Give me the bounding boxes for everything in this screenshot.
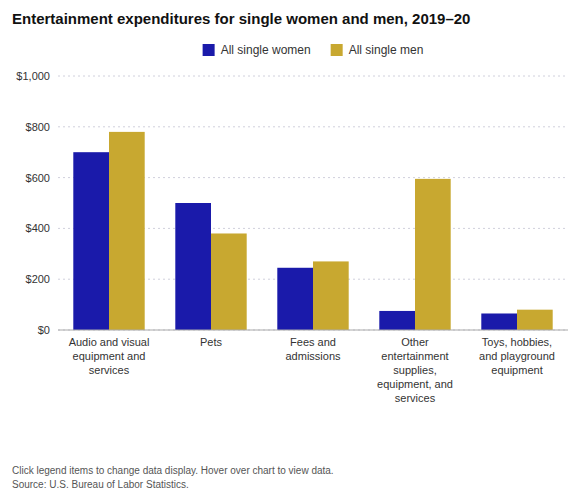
legend-item: All single men bbox=[331, 43, 424, 57]
y-tick-label: $0 bbox=[38, 324, 50, 336]
bar bbox=[481, 313, 517, 330]
grid-line bbox=[58, 76, 568, 77]
bar bbox=[415, 179, 451, 330]
x-axis-line bbox=[58, 330, 568, 331]
chart: Entertainment expenditures for single wo… bbox=[0, 0, 580, 500]
bar bbox=[379, 311, 415, 330]
x-tick-label: Otherentertainmentsupplies,equipment, an… bbox=[377, 336, 453, 404]
bar bbox=[517, 310, 553, 330]
grid bbox=[58, 76, 568, 330]
bar bbox=[73, 152, 109, 330]
bars bbox=[73, 132, 552, 330]
bar bbox=[109, 132, 145, 330]
y-tick-label: $200 bbox=[26, 273, 50, 285]
grid-line bbox=[58, 330, 568, 331]
legend-label: All single men bbox=[349, 43, 424, 57]
y-tick-label: $1,000 bbox=[16, 70, 50, 82]
title: Entertainment expenditures for single wo… bbox=[12, 10, 470, 27]
legend-label: All single women bbox=[221, 43, 311, 57]
y-tick-label: $800 bbox=[26, 121, 50, 133]
x-tick-label: Fees andadmissions bbox=[285, 336, 341, 362]
legend: All single women All single men bbox=[203, 43, 424, 57]
bar bbox=[211, 233, 247, 330]
bar bbox=[175, 203, 211, 330]
legend-swatch bbox=[203, 44, 215, 56]
y-tick-label: $600 bbox=[26, 172, 50, 184]
footnote: Click legend items to change data displa… bbox=[12, 465, 334, 490]
legend-swatch bbox=[331, 44, 343, 56]
bar bbox=[313, 261, 349, 330]
x-tick-label: Audio and visualequipment andservices bbox=[69, 336, 150, 376]
x-tick-label: Toys, hobbies,and playgroundequipment bbox=[479, 336, 555, 376]
y-tick-label: $400 bbox=[26, 222, 50, 234]
x-tick-label: Pets bbox=[200, 336, 223, 348]
grid-line bbox=[58, 126, 568, 127]
legend-item: All single women bbox=[203, 43, 311, 57]
bar bbox=[277, 268, 313, 330]
